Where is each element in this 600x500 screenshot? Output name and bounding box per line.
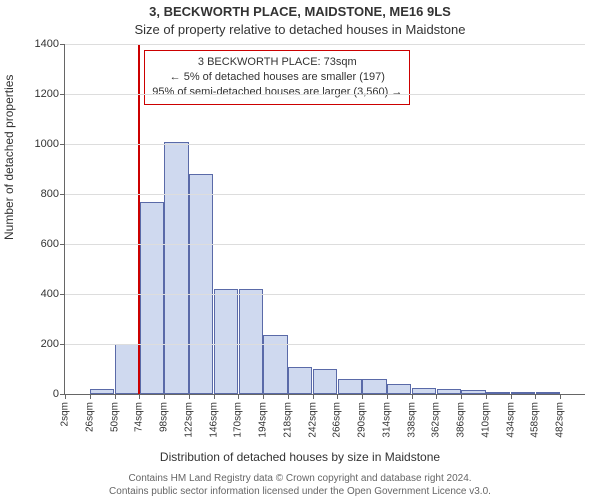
x-tick-mark bbox=[387, 394, 388, 399]
x-tick-label: 458sqm bbox=[530, 402, 541, 438]
x-tick-label: 2sqm bbox=[60, 402, 71, 426]
gridline bbox=[65, 94, 585, 95]
histogram-bar bbox=[486, 392, 510, 395]
gridline bbox=[65, 294, 585, 295]
y-tick-mark bbox=[60, 294, 65, 295]
x-tick-mark bbox=[560, 394, 561, 399]
x-tick-mark bbox=[139, 394, 140, 399]
histogram-bar bbox=[140, 202, 164, 395]
x-tick-mark bbox=[164, 394, 165, 399]
x-tick-label: 146sqm bbox=[208, 402, 219, 438]
x-tick-label: 482sqm bbox=[555, 402, 566, 438]
x-tick-mark bbox=[486, 394, 487, 399]
histogram-bar bbox=[536, 392, 560, 394]
x-tick-mark bbox=[535, 394, 536, 399]
y-axis-label: Number of detached properties bbox=[2, 75, 16, 240]
x-tick-mark bbox=[337, 394, 338, 399]
x-tick-mark bbox=[461, 394, 462, 399]
x-tick-label: 266sqm bbox=[332, 402, 343, 438]
annotation-box: 3 BECKWORTH PLACE: 73sqm ← 5% of detache… bbox=[144, 50, 410, 105]
histogram-bar bbox=[239, 289, 263, 394]
histogram-bar bbox=[461, 390, 485, 394]
footer: Contains HM Land Registry data © Crown c… bbox=[0, 472, 600, 498]
annotation-line2: ← 5% of detached houses are smaller (197… bbox=[152, 70, 402, 85]
x-tick-label: 194sqm bbox=[258, 402, 269, 438]
histogram-bar bbox=[164, 142, 188, 395]
x-tick-label: 26sqm bbox=[84, 402, 95, 432]
y-tick-mark bbox=[60, 194, 65, 195]
y-tick-label: 1000 bbox=[35, 138, 59, 150]
x-tick-label: 314sqm bbox=[381, 402, 392, 438]
histogram-bar bbox=[288, 367, 312, 395]
x-tick-mark bbox=[189, 394, 190, 399]
y-tick-label: 1200 bbox=[35, 88, 59, 100]
x-tick-mark bbox=[288, 394, 289, 399]
chart-subtitle: Size of property relative to detached ho… bbox=[0, 22, 600, 37]
histogram-bar bbox=[189, 174, 213, 394]
histogram-bar bbox=[214, 289, 238, 394]
footer-line2: Contains public sector information licen… bbox=[0, 485, 600, 498]
histogram-bar bbox=[115, 344, 139, 394]
histogram-bar bbox=[387, 384, 411, 394]
x-tick-mark bbox=[263, 394, 264, 399]
y-tick-label: 200 bbox=[41, 338, 59, 350]
x-tick-label: 434sqm bbox=[505, 402, 516, 438]
y-tick-mark bbox=[60, 144, 65, 145]
y-tick-mark bbox=[60, 244, 65, 245]
y-tick-mark bbox=[60, 94, 65, 95]
chart-plot-area: 3 BECKWORTH PLACE: 73sqm ← 5% of detache… bbox=[64, 44, 585, 395]
property-marker-line bbox=[138, 44, 140, 394]
histogram-bar bbox=[90, 389, 114, 394]
x-tick-label: 338sqm bbox=[406, 402, 417, 438]
chart-title: 3, BECKWORTH PLACE, MAIDSTONE, ME16 9LS bbox=[0, 4, 600, 19]
y-tick-label: 400 bbox=[41, 288, 59, 300]
annotation-line1: 3 BECKWORTH PLACE: 73sqm bbox=[152, 55, 402, 70]
x-tick-label: 122sqm bbox=[183, 402, 194, 438]
x-tick-label: 74sqm bbox=[134, 402, 145, 432]
x-tick-label: 218sqm bbox=[282, 402, 293, 438]
x-tick-label: 50sqm bbox=[109, 402, 120, 432]
footer-line1: Contains HM Land Registry data © Crown c… bbox=[0, 472, 600, 485]
x-tick-label: 410sqm bbox=[480, 402, 491, 438]
y-tick-label: 600 bbox=[41, 238, 59, 250]
annotation-line3: 95% of semi-detached houses are larger (… bbox=[152, 85, 402, 100]
x-tick-label: 362sqm bbox=[431, 402, 442, 438]
x-tick-label: 98sqm bbox=[159, 402, 170, 432]
gridline bbox=[65, 144, 585, 145]
histogram-bar bbox=[412, 388, 436, 394]
gridline bbox=[65, 344, 585, 345]
histogram-bar bbox=[362, 379, 386, 394]
x-tick-mark bbox=[511, 394, 512, 399]
gridline bbox=[65, 194, 585, 195]
x-tick-label: 290sqm bbox=[357, 402, 368, 438]
x-tick-mark bbox=[362, 394, 363, 399]
histogram-bar bbox=[511, 392, 535, 394]
histogram-bar bbox=[338, 379, 362, 394]
y-tick-label: 0 bbox=[53, 388, 59, 400]
y-tick-mark bbox=[60, 344, 65, 345]
x-axis-label: Distribution of detached houses by size … bbox=[0, 450, 600, 464]
x-tick-mark bbox=[214, 394, 215, 399]
y-tick-label: 800 bbox=[41, 188, 59, 200]
histogram-bar bbox=[437, 389, 461, 394]
gridline bbox=[65, 44, 585, 45]
x-tick-label: 386sqm bbox=[456, 402, 467, 438]
x-tick-mark bbox=[238, 394, 239, 399]
y-tick-mark bbox=[60, 44, 65, 45]
x-tick-mark bbox=[115, 394, 116, 399]
histogram-bar bbox=[313, 369, 337, 394]
y-tick-label: 1400 bbox=[35, 38, 59, 50]
x-tick-mark bbox=[436, 394, 437, 399]
gridline bbox=[65, 244, 585, 245]
x-tick-mark bbox=[65, 394, 66, 399]
x-tick-label: 242sqm bbox=[307, 402, 318, 438]
x-tick-mark bbox=[90, 394, 91, 399]
x-tick-label: 170sqm bbox=[233, 402, 244, 438]
x-tick-mark bbox=[313, 394, 314, 399]
x-tick-mark bbox=[412, 394, 413, 399]
